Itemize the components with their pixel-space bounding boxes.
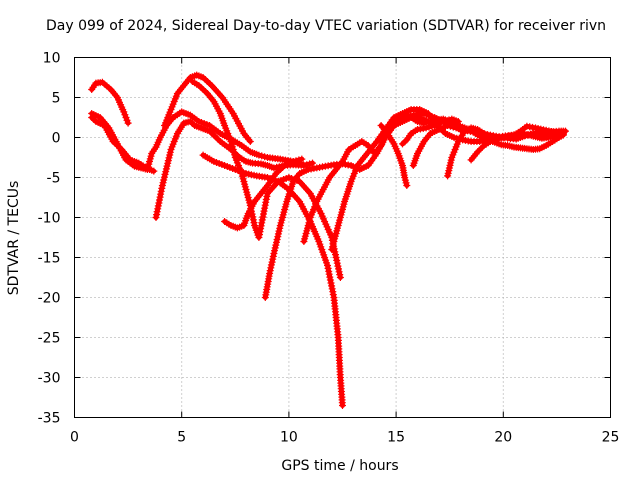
y-tick-label: -15	[38, 251, 61, 267]
y-tick-label: 5	[52, 91, 61, 107]
x-axis-label: GPS time / hours	[281, 458, 398, 474]
data-series	[88, 71, 569, 409]
series-arc-14	[399, 115, 462, 148]
y-tick-label: -35	[38, 411, 61, 427]
x-tick-label: 0	[70, 430, 79, 446]
y-tick-label: -5	[47, 171, 61, 187]
tick-labels: 0 5 10 15 20 25 10 5 0 -5 -10 -15 -20 -25 -30 -35	[38, 51, 620, 446]
data-point	[124, 119, 132, 127]
series-arc-9	[261, 114, 567, 301]
x-tick-label: 20	[494, 430, 512, 446]
series-arc-18	[510, 122, 567, 139]
plot-frame	[74, 57, 611, 418]
data-point	[454, 118, 462, 125]
data-point	[246, 138, 254, 145]
x-tick-label: 5	[177, 430, 186, 446]
y-tick-label: -10	[38, 211, 61, 227]
data-point	[477, 145, 485, 153]
series-arc-16	[444, 124, 494, 180]
data-point	[474, 148, 482, 156]
data-point	[339, 402, 346, 409]
series-arc-1	[88, 78, 132, 127]
chart-title: Day 099 of 2024, Sidereal Day-to-day VTE…	[46, 18, 606, 34]
data-point	[475, 146, 483, 154]
series-arc-5	[161, 71, 254, 145]
data-point	[336, 274, 344, 281]
series-arc-3	[88, 114, 158, 175]
data-point	[298, 155, 306, 163]
y-tick-label: -30	[38, 371, 61, 387]
data-point	[559, 130, 567, 138]
series-arc-8	[221, 155, 306, 232]
data-point	[478, 143, 486, 151]
y-tick-label: 0	[52, 131, 61, 147]
x-tick-label: 25	[602, 430, 620, 446]
series-arc-12	[377, 122, 411, 189]
series-arc-2	[88, 108, 310, 173]
y-tick-label: -20	[38, 291, 61, 307]
x-tick-label: 10	[280, 430, 298, 446]
y-tick-label: 10	[43, 51, 61, 67]
x-tick-label: 15	[387, 430, 405, 446]
y-tick-label: -25	[38, 331, 61, 347]
data-point	[403, 182, 411, 189]
data-point	[309, 159, 316, 167]
y-axis-label: SDTVAR / TECUs	[6, 181, 22, 296]
data-point	[150, 167, 158, 175]
